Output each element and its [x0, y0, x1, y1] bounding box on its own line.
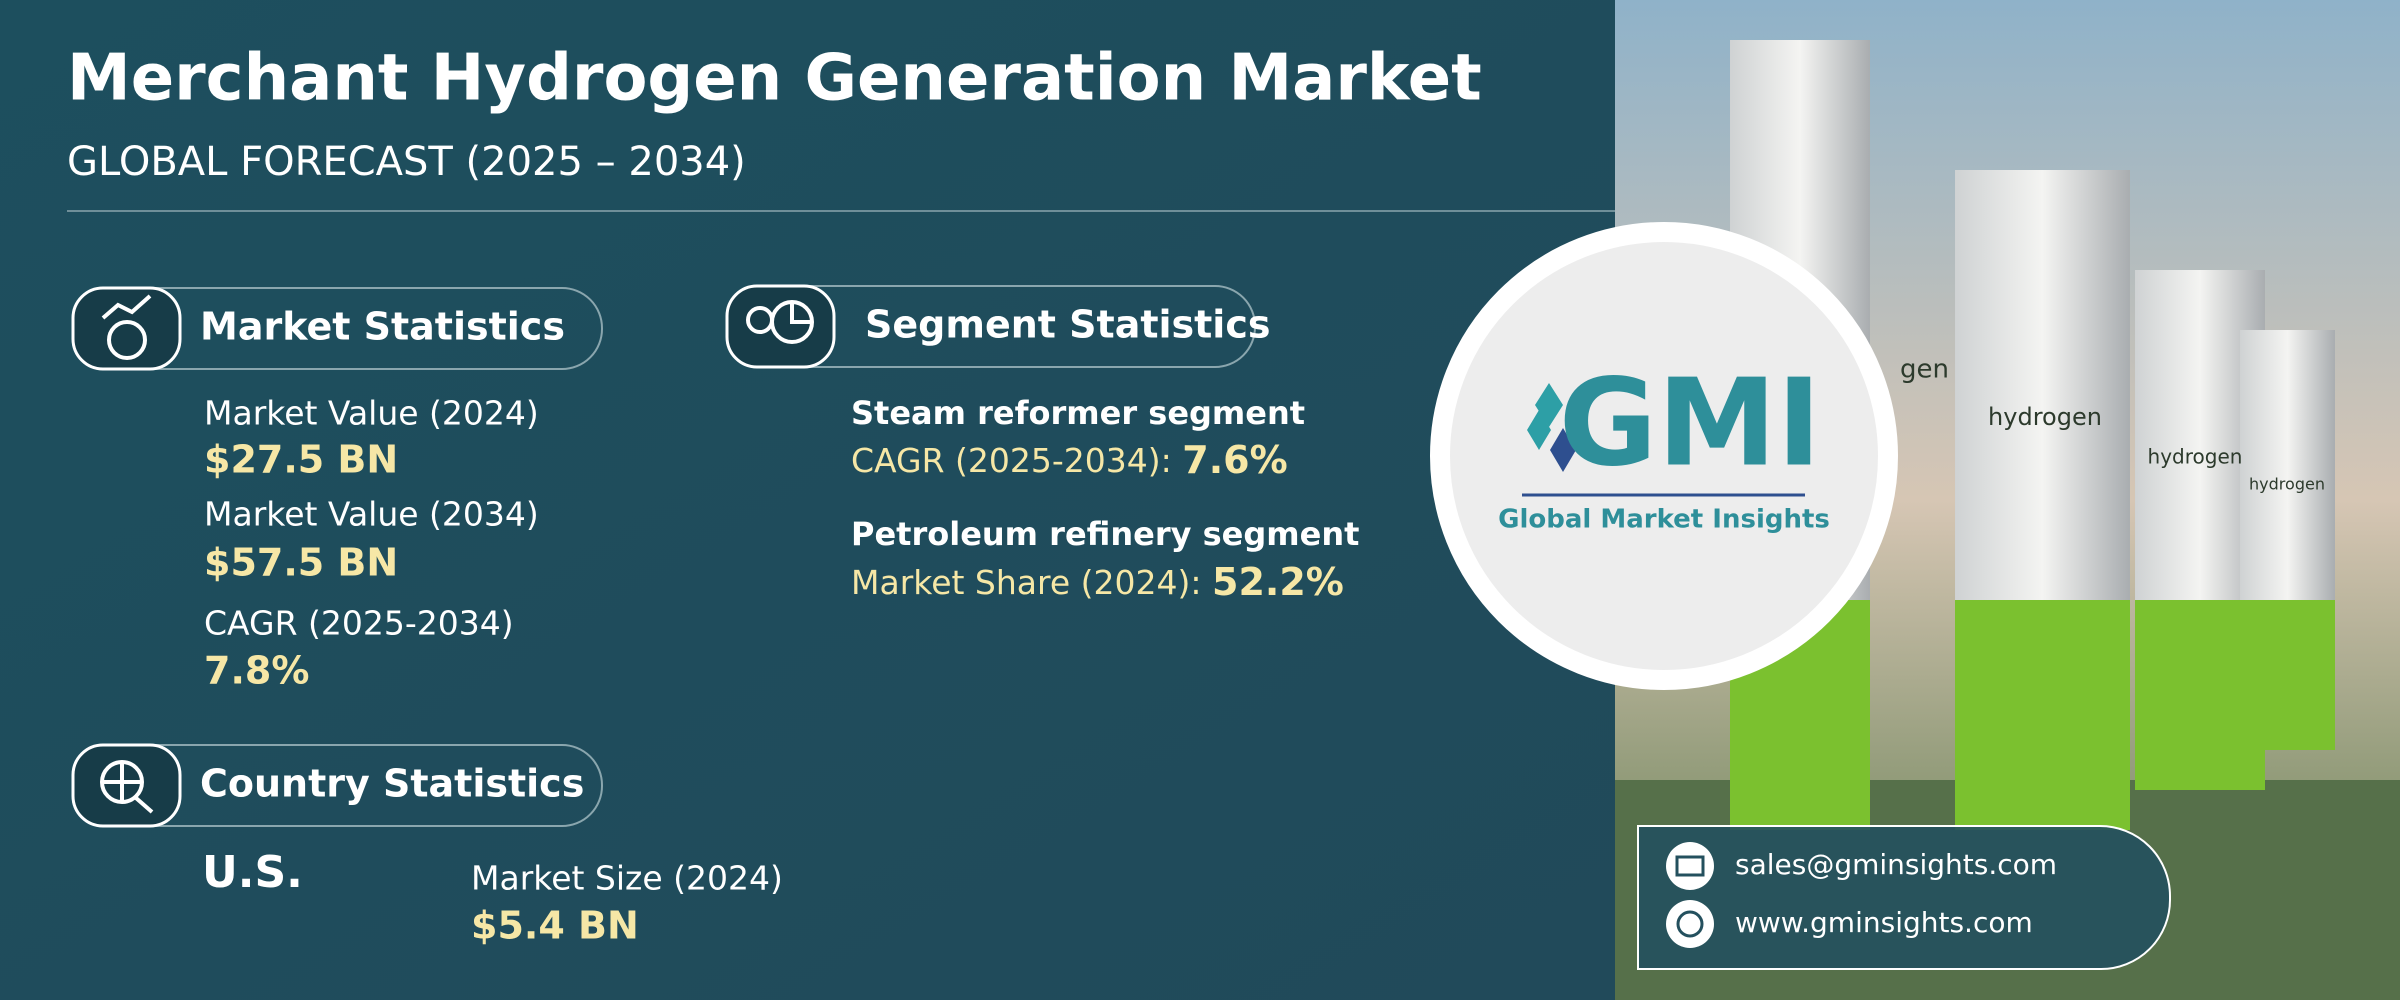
email-glyph — [1675, 855, 1705, 877]
segment-stat: CAGR (2025-2034): 7.6% — [851, 438, 1288, 482]
panel — [0, 0, 1615, 1000]
section-heading: Country Statistics — [200, 762, 584, 806]
email-icon — [1666, 842, 1714, 890]
section-heading: Segment Statistics — [865, 303, 1270, 347]
segment-value: 7.6% — [1182, 438, 1287, 482]
tank-label: hydrogen — [1988, 403, 2102, 431]
contact-box — [1637, 825, 2171, 970]
section-heading: Market Statistics — [200, 305, 565, 349]
segment-stat: Market Share (2024): 52.2% — [851, 560, 1344, 604]
stat-value: $5.4 BN — [471, 904, 639, 948]
subtitle: GLOBAL FORECAST (2025 – 2034) — [67, 139, 746, 185]
title: Merchant Hydrogen Generation Market — [67, 42, 1482, 116]
stat-label: Market Size (2024) — [471, 859, 783, 898]
logo-circle — [1430, 222, 1898, 690]
country: U.S. — [202, 847, 303, 898]
web-glyph — [1676, 910, 1704, 938]
section-icon — [725, 284, 836, 369]
stat-value: $57.5 BN — [204, 541, 398, 585]
icon-glyph — [100, 760, 154, 814]
email: sales@gminsights.com — [1735, 848, 2057, 881]
website: www.gminsights.com — [1735, 906, 2033, 939]
stat-label: Market Value (2024) — [204, 394, 539, 433]
web-icon — [1666, 900, 1714, 948]
segment-value: 52.2% — [1212, 560, 1344, 604]
stat-value: 7.8% — [204, 649, 309, 693]
icon-glyph — [101, 294, 152, 360]
segment-name: Petroleum refinery segment — [851, 515, 1359, 553]
tank-label: hydrogen — [2249, 475, 2325, 494]
stat-value: $27.5 BN — [204, 438, 398, 482]
tank-label: gen — [1900, 355, 1949, 385]
logo-mark: GMI — [1559, 355, 1822, 494]
tank-label: hydrogen — [2148, 445, 2243, 469]
section-icon — [71, 743, 182, 828]
segment-name: Steam reformer segment — [851, 394, 1305, 432]
section-icon — [71, 286, 182, 371]
stat-label: CAGR (2025-2034) — [204, 604, 514, 643]
segment-label: Market Share (2024): — [851, 563, 1202, 602]
logo-diamonds — [1527, 383, 1576, 472]
segment-label: CAGR (2025-2034): — [851, 441, 1172, 480]
icon-glyph — [746, 300, 814, 344]
logo-name: Global Market Insights — [1498, 505, 1830, 535]
stat-label: Market Value (2034) — [204, 495, 539, 534]
